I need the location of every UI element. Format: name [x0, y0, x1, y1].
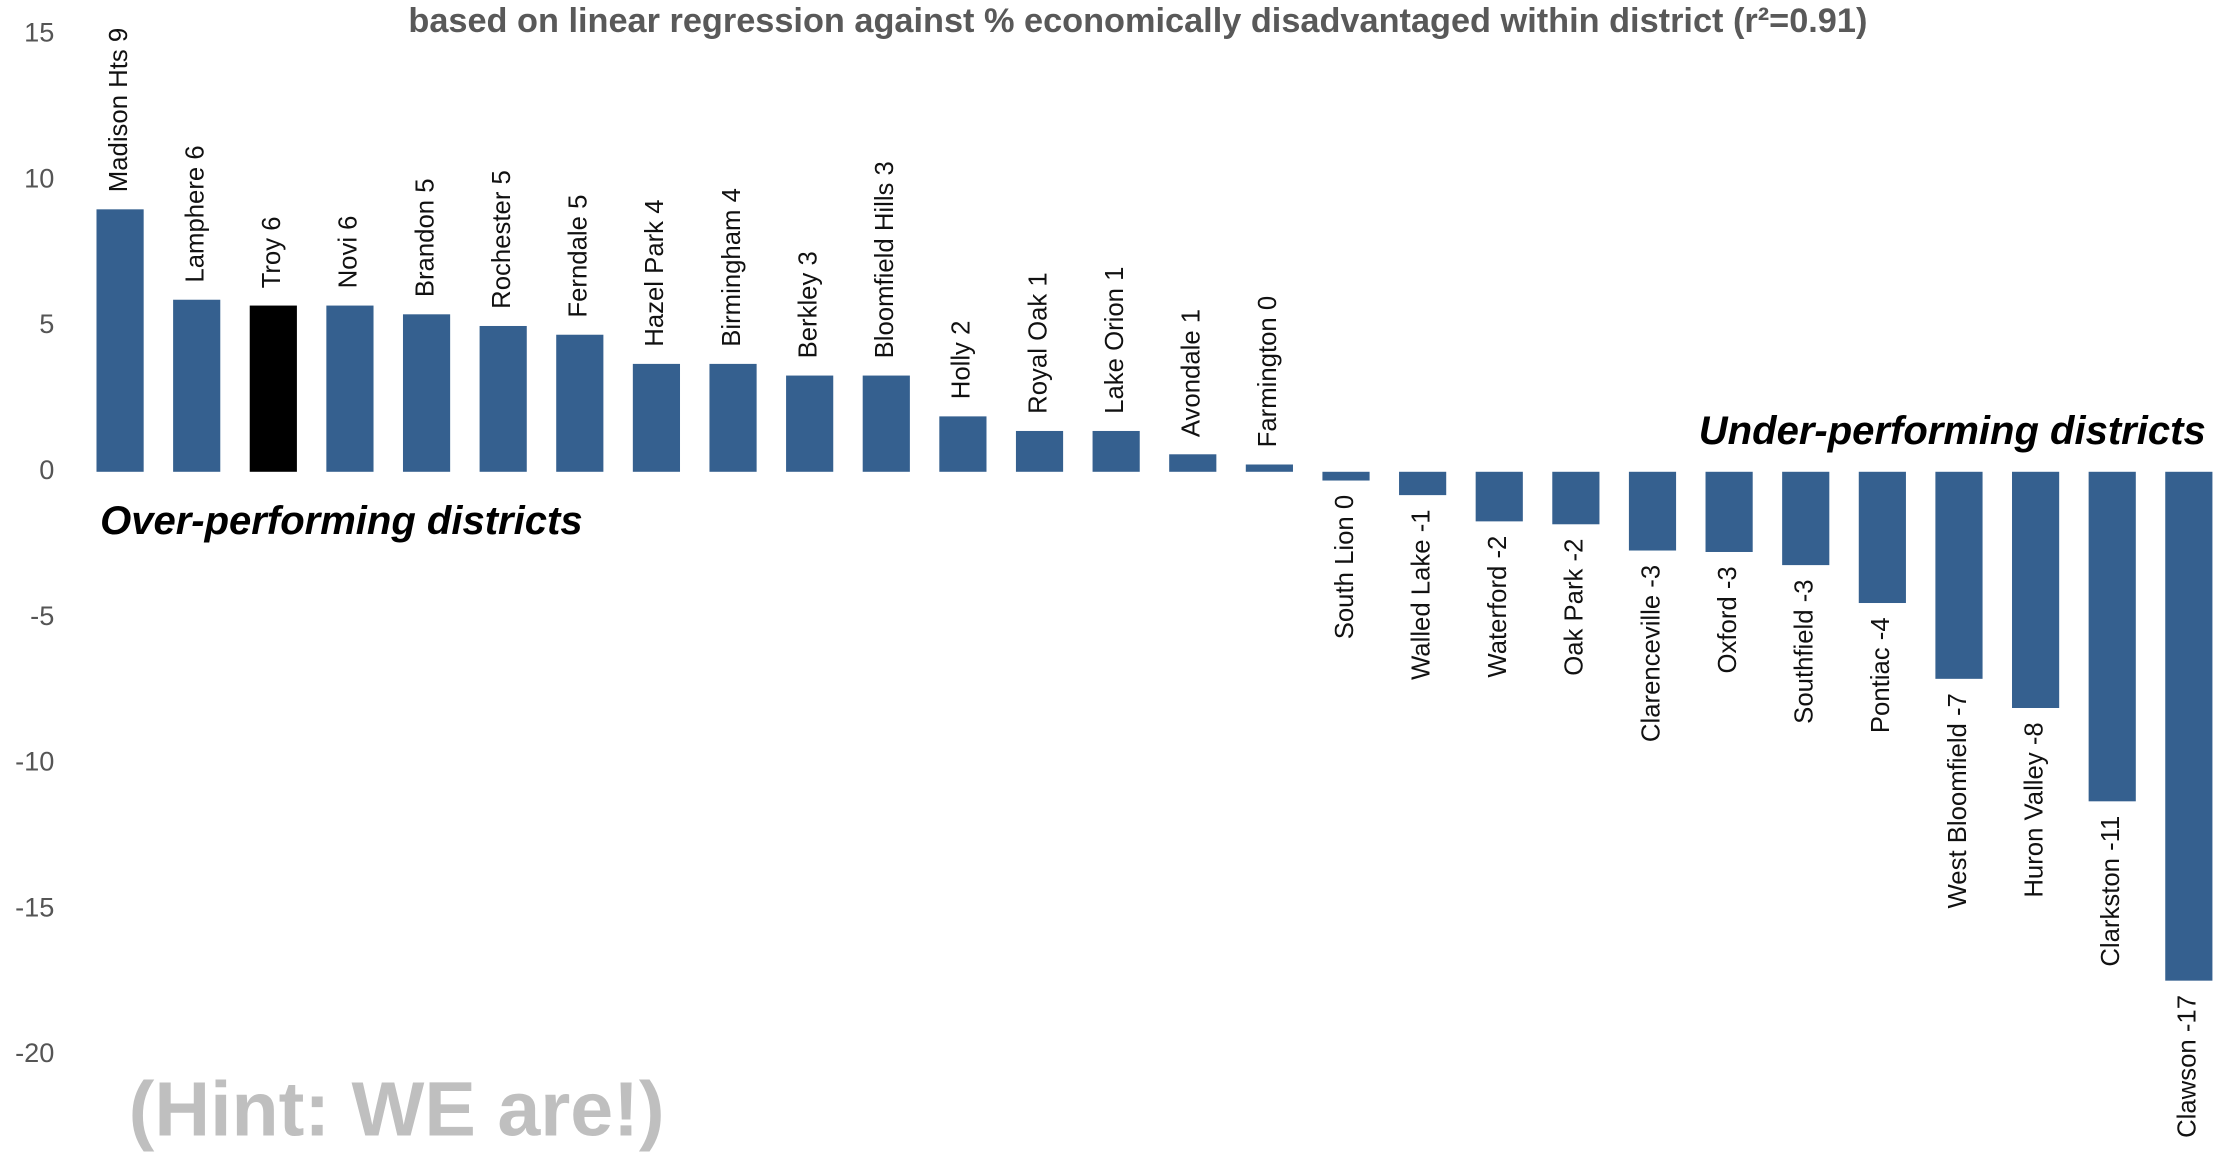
bar — [1552, 471, 1600, 525]
y-tick-label: 15 — [24, 17, 54, 48]
bar — [96, 209, 144, 472]
bar — [862, 375, 910, 472]
x-tick-label: Oxford -3 — [1714, 566, 1742, 673]
x-tick-label: Rochester 5 — [488, 170, 516, 309]
x-tick-label: Waterford -2 — [1484, 536, 1512, 678]
y-tick-label: 0 — [39, 454, 54, 485]
y-tick-label: -5 — [30, 600, 54, 631]
x-tick-label: Pontiac -4 — [1867, 617, 1895, 733]
x-tick-label: Birmingham 4 — [718, 188, 746, 347]
bar — [1858, 471, 1906, 604]
x-tick-label: Avondale 1 — [1178, 309, 1206, 437]
bar — [1935, 471, 1983, 679]
annotation: (Hint: WE are!) — [129, 1066, 665, 1152]
bar — [1475, 471, 1523, 522]
bar — [173, 299, 221, 472]
x-tick-label: Southfield -3 — [1791, 579, 1819, 723]
x-tick-label: Huron Valley -8 — [2020, 722, 2048, 897]
bar — [2088, 471, 2136, 802]
bar — [1245, 464, 1293, 472]
bar — [479, 325, 527, 472]
bar — [632, 363, 681, 472]
x-tick-label: Berkley 3 — [794, 251, 822, 358]
bar — [1015, 430, 1064, 472]
bar — [709, 363, 757, 472]
bar — [1169, 454, 1217, 472]
y-tick-label: 5 — [39, 308, 54, 339]
bar — [2012, 471, 2060, 708]
y-tick-label: -15 — [15, 891, 54, 922]
x-tick-label: Lake Orion 1 — [1101, 267, 1129, 414]
bar — [1399, 471, 1447, 496]
x-tick-label: Madison Hts 9 — [105, 28, 133, 192]
bar — [939, 416, 987, 472]
annotation: Under-performing districts — [1699, 409, 2206, 453]
chart-title: based on linear regression against % eco… — [408, 2, 1867, 40]
x-tick-label: Lamphere 6 — [181, 145, 209, 282]
x-tick-label: Bloomfield Hills 3 — [871, 161, 899, 358]
bar — [1322, 471, 1370, 481]
y-tick-label: 10 — [24, 162, 54, 193]
x-tick-label: South Lion 0 — [1331, 495, 1359, 639]
bar — [786, 375, 834, 472]
x-tick-label: Hazel Park 4 — [641, 200, 669, 347]
x-tick-label: West Bloomfield -7 — [1944, 693, 1972, 908]
x-tick-label: Brandon 5 — [411, 178, 439, 297]
x-tick-label: Royal Oak 1 — [1024, 272, 1052, 414]
x-tick-label: Holly 2 — [948, 321, 976, 400]
y-tick-label: -10 — [15, 746, 54, 777]
x-tick-label: Troy 6 — [258, 216, 286, 288]
x-tick-label: Ferndale 5 — [565, 195, 593, 318]
bar — [2165, 471, 2213, 981]
bar — [326, 305, 374, 472]
bar — [1092, 430, 1140, 472]
bar — [1705, 471, 1753, 552]
bar — [402, 314, 451, 472]
bar — [249, 305, 297, 472]
x-tick-label: Clarenceville -3 — [1637, 565, 1665, 742]
annotation: Over-performing districts — [100, 499, 583, 543]
x-tick-label: Clawson -17 — [2174, 995, 2202, 1138]
x-tick-label: Farmington 0 — [1254, 296, 1282, 448]
bar — [1782, 471, 1830, 566]
x-tick-label: Novi 6 — [335, 216, 363, 289]
x-tick-label: Clarkston -11 — [2097, 816, 2125, 967]
bar — [1628, 471, 1677, 551]
x-tick-label: Oak Park -2 — [1561, 539, 1589, 676]
y-tick-label: -20 — [15, 1037, 54, 1068]
x-tick-label: Walled Lake -1 — [1407, 509, 1435, 680]
bar — [556, 334, 604, 472]
